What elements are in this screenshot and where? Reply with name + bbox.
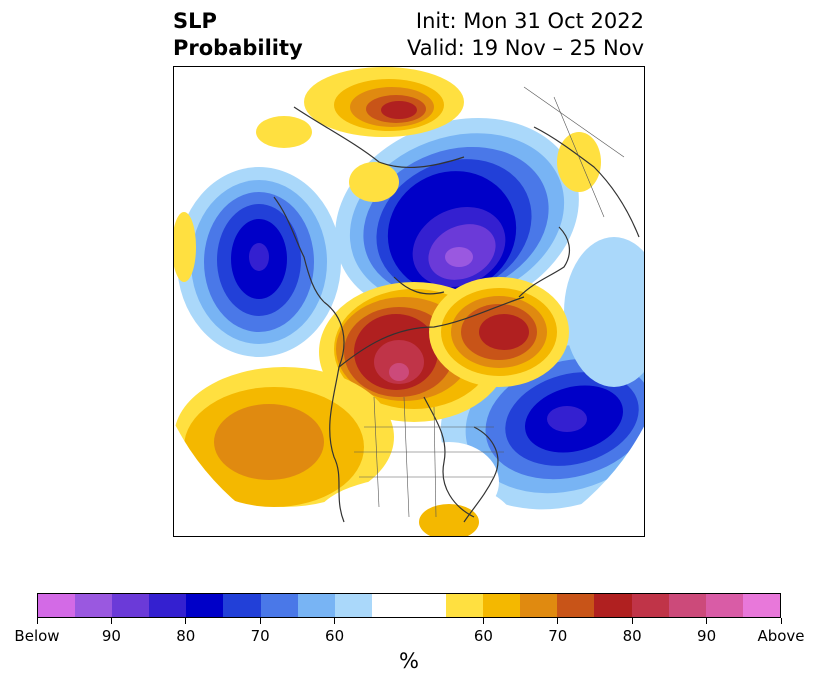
colorbar-segment	[223, 594, 261, 617]
colorbar-segment	[408, 594, 447, 617]
title-type: Probability	[173, 36, 303, 60]
colorbar-segment	[742, 594, 780, 617]
colorbar-tick-label: 80	[622, 627, 642, 645]
colorbar-tick	[110, 618, 112, 624]
title-left: SLP Probability	[173, 8, 303, 62]
colorbar-segment	[483, 594, 521, 617]
title-right: Init: Mon 31 Oct 2022 Valid: 19 Nov – 25…	[407, 8, 644, 62]
colorbar-segment	[334, 594, 372, 617]
colorbar-tick	[706, 618, 708, 624]
colorbar-unit: %	[399, 649, 419, 673]
yellow-patch-east	[557, 132, 601, 192]
colorbar-tick	[631, 618, 633, 624]
siberia-high-contours	[304, 67, 464, 137]
colorbar-tick-label: 70	[250, 627, 270, 645]
colorbar-tick	[557, 618, 559, 624]
colorbar-tick	[334, 618, 336, 624]
borders	[354, 86, 625, 518]
colorbar-tick-label: 90	[697, 627, 717, 645]
map-panel	[173, 66, 645, 537]
colorbar-segment	[668, 594, 706, 617]
colorbar-segment	[371, 594, 409, 617]
coastlines	[273, 106, 640, 523]
colorbar-tick	[185, 618, 187, 624]
colorbar-segment	[557, 594, 595, 617]
yellow-patch-edge	[174, 212, 196, 282]
colorbar-tick	[482, 618, 484, 624]
arctic-low-contours	[335, 118, 579, 316]
colorbar-segment	[705, 594, 743, 617]
eastern-blue-fringe	[564, 237, 644, 387]
colorbar-tick	[780, 618, 782, 624]
colorbar-tick-label: 80	[176, 627, 196, 645]
colorbar-tick-label: Below	[14, 627, 60, 645]
colorbar-tick	[36, 618, 38, 624]
neutral-us	[399, 442, 499, 522]
colorbar-segment	[631, 594, 669, 617]
yellow-patch-south	[419, 504, 479, 536]
colorbar-tick-label: 90	[101, 627, 121, 645]
yellow-patch-west	[256, 116, 312, 148]
subtropical-high-contours	[174, 367, 394, 507]
colorbar-segment	[520, 594, 558, 617]
colorbar-segment	[446, 594, 484, 617]
greenland-high-contours	[429, 277, 569, 387]
polar-map	[174, 67, 644, 536]
colorbar-tick-label: 60	[325, 627, 345, 645]
colorbar	[37, 593, 781, 618]
pacific-low-contours	[177, 167, 341, 357]
colorbar-tick-label: 70	[548, 627, 568, 645]
colorbar-segment	[75, 594, 113, 617]
colorbar-segment	[38, 594, 76, 617]
title-variable: SLP	[173, 9, 217, 33]
colorbar-segment	[594, 594, 632, 617]
north-america-high-contours	[319, 282, 509, 422]
colorbar-tick-label: Above	[757, 627, 805, 645]
colorbar-tick	[259, 618, 261, 624]
colorbar-tick-label: 60	[473, 627, 493, 645]
colorbar-segment	[112, 594, 150, 617]
valid-range: Valid: 19 Nov – 25 Nov	[407, 36, 644, 60]
colorbar-segment	[260, 594, 298, 617]
colorbar-segment	[149, 594, 187, 617]
colorbar-segment	[186, 594, 224, 617]
colorbar-segment	[297, 594, 335, 617]
init-date: Init: Mon 31 Oct 2022	[415, 9, 644, 33]
yellow-patch-north	[349, 162, 399, 202]
